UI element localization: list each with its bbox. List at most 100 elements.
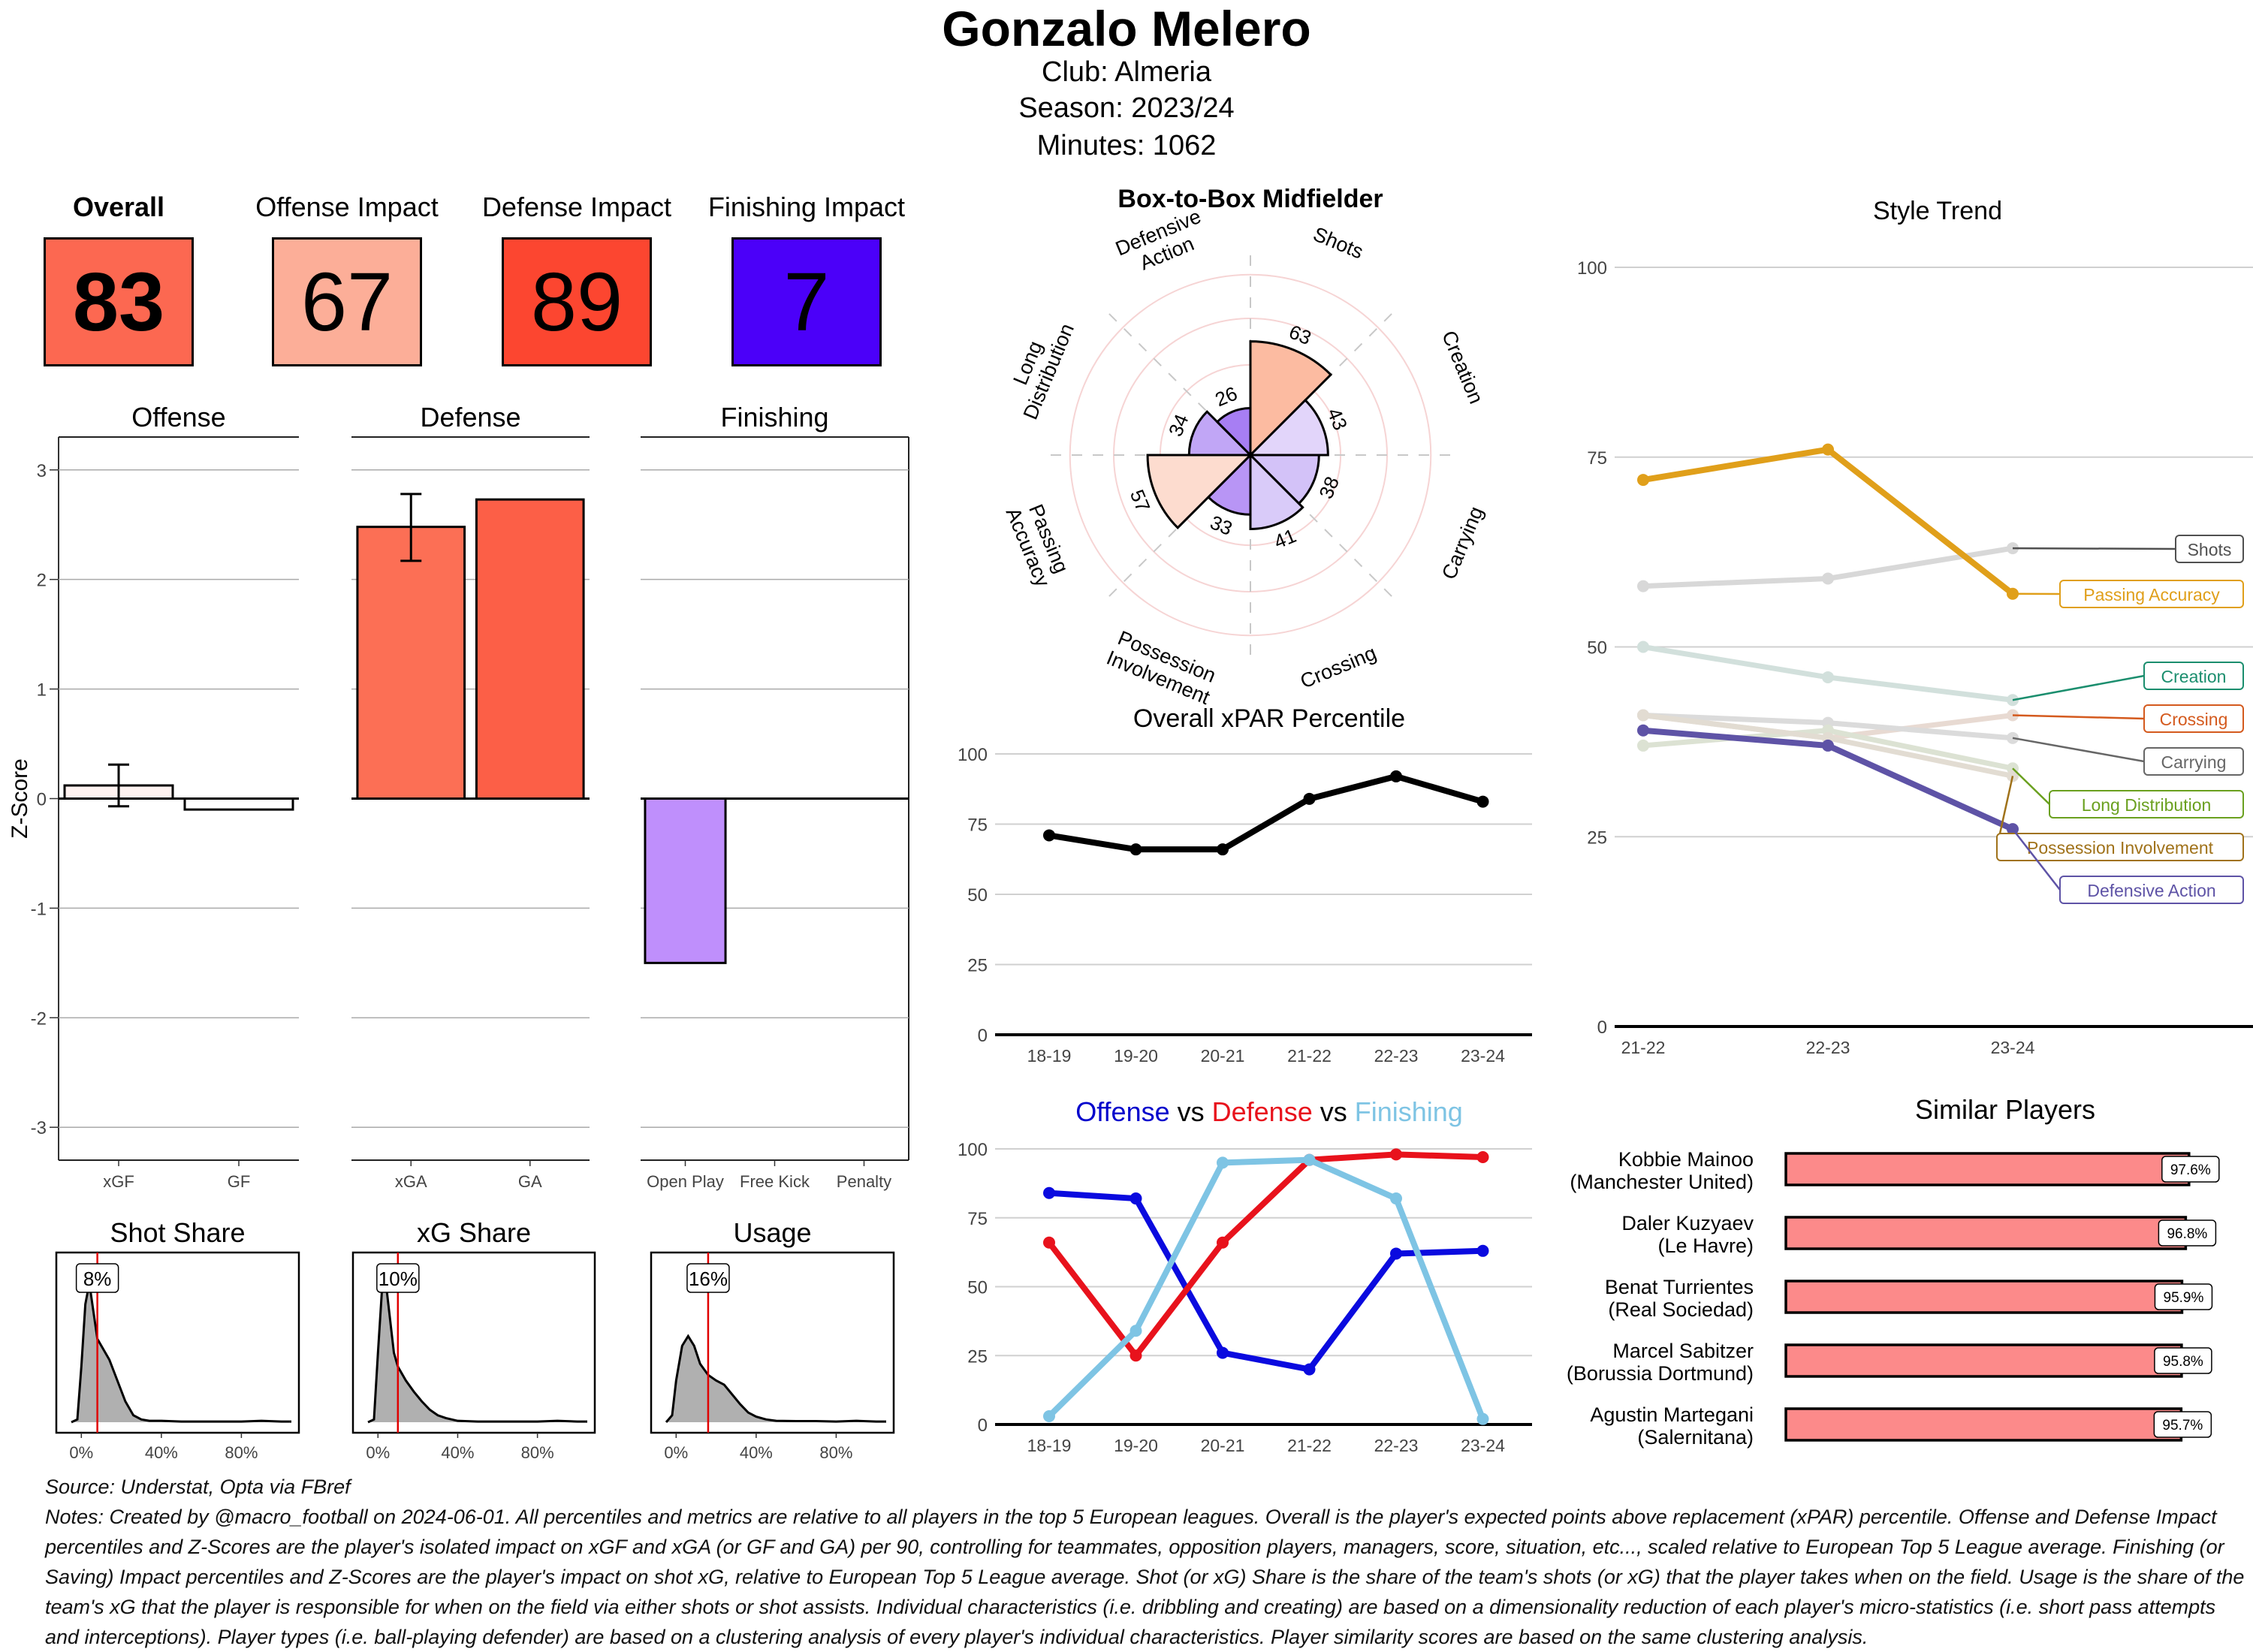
title-part: Offense — [1075, 1096, 1169, 1127]
zscore-panel-finishing: Finishing Open Play Free Kick Penalty — [641, 402, 909, 1191]
similarity-label-box — [2153, 1411, 2212, 1438]
y-tick-label: 0 — [978, 1415, 988, 1436]
radar-bar — [1187, 410, 1253, 457]
x-tick-label: 80% — [225, 1443, 258, 1462]
player-name: Agustin Martegani — [1590, 1403, 1754, 1426]
y-tick-label: 100 — [958, 1140, 988, 1160]
kpi-value-box: 7 — [731, 237, 882, 366]
data-point — [1822, 572, 1834, 585]
radar-bar — [1249, 452, 1304, 530]
title-part: Defense — [1205, 1096, 1313, 1127]
y-axis-label: Z-Score — [8, 758, 32, 839]
data-point — [1637, 580, 1649, 592]
panel-title: Finishing — [720, 402, 828, 433]
x-tick-label: 19-20 — [1114, 1046, 1158, 1066]
density-line — [665, 1334, 886, 1423]
y-tick-label: -3 — [31, 1118, 47, 1138]
data-point — [1303, 1153, 1316, 1166]
data-point — [1217, 1346, 1229, 1359]
marker-label: 16% — [689, 1268, 728, 1290]
y-tick-label: 50 — [967, 1278, 988, 1298]
y-tick-label: 2 — [37, 571, 47, 591]
series-label: Passing Accuracy — [2083, 585, 2220, 604]
series-line-defense — [1046, 1151, 1483, 1359]
xpar-line-chart: 0 25 50 75 100 18-19 19-20 20-21 21-22 22-23 23-24… — [958, 704, 1532, 1066]
x-tick-label: 80% — [521, 1443, 554, 1462]
panel-title: Offense — [131, 402, 225, 433]
data-point — [1043, 829, 1055, 842]
similarity-label-box — [2158, 1219, 2217, 1247]
panel-title: Usage — [733, 1217, 811, 1248]
y-tick-label: -2 — [31, 1008, 47, 1029]
data-point — [1390, 1247, 1402, 1260]
y-tick-label: 25 — [967, 1346, 988, 1367]
radar-value-label: 41 — [1271, 524, 1299, 553]
y-tick-label: 0 — [37, 790, 47, 810]
y-tick-label: 100 — [1577, 258, 1607, 279]
data-point — [1637, 709, 1649, 722]
series-label: Defensive Action — [2087, 881, 2215, 900]
x-tick-label: 0% — [366, 1443, 390, 1462]
data-point — [1476, 1412, 1489, 1425]
x-tick-label: 21-22 — [1287, 1436, 1332, 1455]
bar — [183, 797, 294, 811]
y-tick-label: 75 — [967, 815, 988, 836]
radar-bar — [1247, 398, 1329, 457]
data-point — [1637, 724, 1649, 737]
data-point — [1822, 671, 1834, 683]
player-club: (Real Sociedad) — [1608, 1298, 1754, 1321]
data-point — [1476, 1151, 1489, 1164]
data-point — [1130, 1349, 1142, 1362]
series-line-offense — [1048, 1189, 1483, 1373]
player-club: (Salernitana) — [1637, 1426, 1754, 1449]
y-tick-label: 3 — [37, 461, 47, 481]
player-name: Kobbie Mainoo — [1618, 1148, 1754, 1171]
radar-category-label: Crossing — [1297, 641, 1380, 692]
series-label: Long Distribution — [2082, 795, 2212, 815]
player-club: (Manchester United) — [1570, 1171, 1754, 1193]
player-club: (Borussia Dortmund) — [1567, 1362, 1754, 1385]
radar-category-label: Creation — [1437, 327, 1488, 407]
x-tick-label: 40% — [145, 1443, 178, 1462]
data-point — [1217, 843, 1229, 856]
marker-label-box — [686, 1263, 730, 1293]
series-line-xpar — [1048, 773, 1484, 853]
label-leader-line — [2012, 737, 2145, 763]
similarity-bar — [1784, 1152, 2191, 1186]
series-label-box — [2143, 704, 2244, 733]
y-tick-label: 50 — [1587, 638, 1607, 659]
y-tick-label: 0 — [978, 1026, 988, 1046]
chart-title: Style Trend — [1873, 197, 2002, 225]
series-line-finishing — [1047, 1156, 1486, 1421]
radar-bar — [1215, 407, 1252, 458]
similarity-label: 95.7% — [2162, 1418, 2203, 1433]
x-tick-label: 40% — [740, 1443, 773, 1462]
kpi-value-box: 67 — [272, 237, 422, 366]
y-tick-label: 75 — [967, 1209, 988, 1229]
data-point — [1130, 1325, 1142, 1337]
series-label-box — [1996, 833, 2244, 861]
radar-value-label: 57 — [1126, 487, 1155, 515]
density-area — [666, 1336, 886, 1422]
title-part: vs — [1170, 1096, 1205, 1127]
panel-title: xG Share — [417, 1217, 531, 1248]
radar-bar — [1247, 454, 1320, 505]
label-leader-line — [2012, 674, 2145, 701]
x-tick-label: 80% — [819, 1443, 852, 1462]
bar — [356, 526, 466, 800]
minutes-line: Minutes: 1062 — [1036, 130, 1217, 161]
x-tick-label: GF — [228, 1172, 251, 1191]
data-point — [1390, 770, 1402, 782]
chart-title: Similar Players — [1915, 1094, 2095, 1125]
panel-frame — [55, 1251, 300, 1434]
series-line-passing-accuracy — [1642, 446, 2015, 596]
density-area — [71, 1283, 291, 1422]
style-line-chart: 0 25 50 75 100 21-22 22-23 23-24 Style Trend Shot… — [1577, 197, 2253, 1057]
series-label: Creation — [2161, 667, 2227, 686]
panel-frame — [650, 1251, 895, 1434]
series-label: Possession Involvement — [2027, 838, 2214, 858]
panel-title: Shot Share — [110, 1217, 245, 1248]
series-label-box — [2143, 662, 2244, 690]
data-point — [1390, 1192, 1402, 1205]
